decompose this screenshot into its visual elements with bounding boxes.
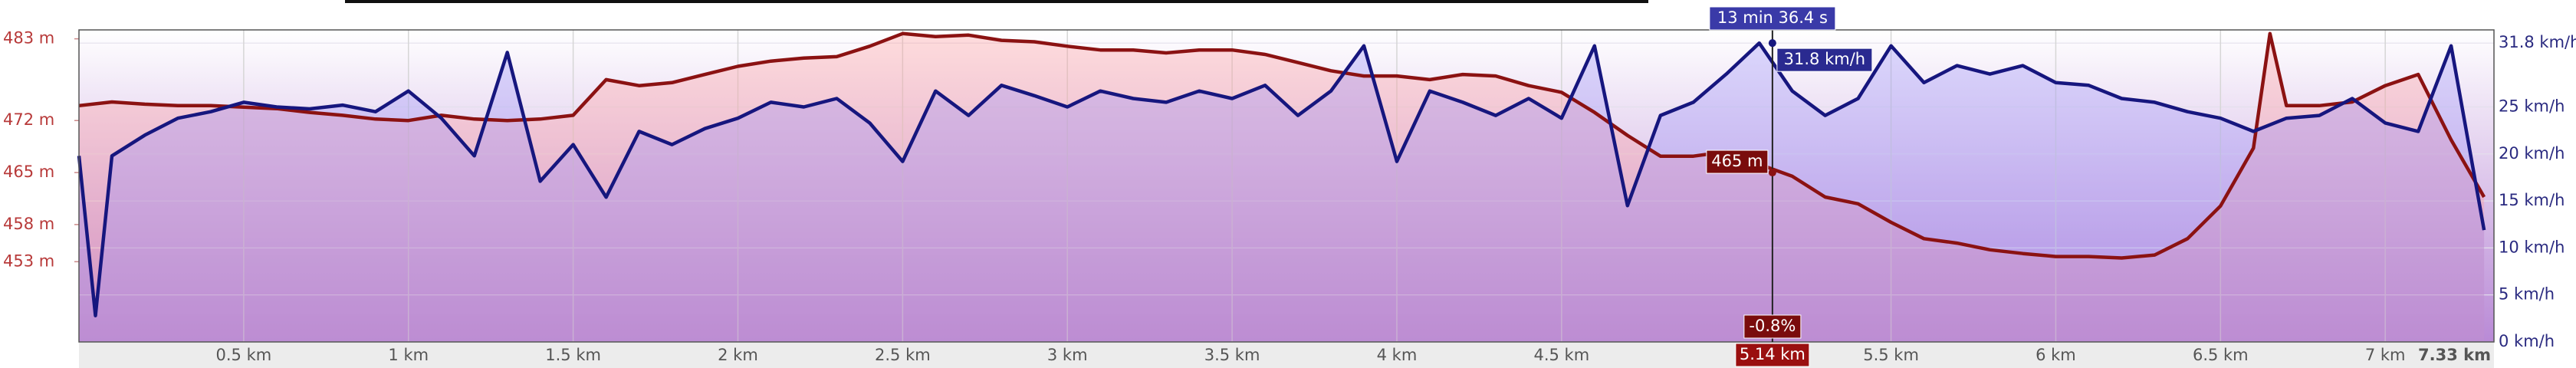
y-tick-label: 465 m	[3, 163, 54, 181]
cursor-x-box	[1735, 343, 1810, 367]
cursor-grade-box	[1743, 314, 1802, 339]
y-tick-label: 472 m	[3, 110, 54, 129]
x-tick-label: 7 km	[2365, 346, 2406, 364]
x-tick-label: 4 km	[1377, 346, 1418, 364]
x-tick-label: 2 km	[718, 346, 758, 364]
y2-tick-label: 5 km/h	[2499, 285, 2555, 304]
y2-tick-label: 10 km/h	[2499, 238, 2564, 256]
y-tick-label: 458 m	[3, 215, 54, 233]
y2-tick-label: 25 km/h	[2499, 97, 2564, 116]
x-tick-label: 4.5 km	[1533, 346, 1589, 364]
x-tick-label: 6 km	[2036, 346, 2076, 364]
cursor-grade: -0.8%	[1749, 317, 1796, 335]
cursor-x: 5.14 km	[1740, 345, 1806, 363]
cursor-speed-marker	[1768, 39, 1776, 48]
x-tick-label: 1 km	[388, 346, 429, 364]
x-axis-band	[79, 342, 2494, 368]
cursor-elevation: 465 m	[1711, 152, 1763, 170]
cursor-elevation-marker	[1768, 169, 1776, 177]
area	[79, 43, 2485, 342]
line	[77, 41, 2486, 317]
x-tick-label: 2.5 km	[875, 346, 931, 364]
cursor-speed-box	[1776, 48, 1873, 72]
cursor-time-box	[1709, 6, 1836, 31]
cursor-elevation-box	[1706, 150, 1769, 174]
y2-tick-label: 20 km/h	[2499, 144, 2564, 163]
x-tick-label: 5.5 km	[1863, 346, 1919, 364]
x-tick-label: 0.5 km	[216, 346, 272, 364]
y2-tick-label: 31.8 km/h	[2499, 33, 2576, 51]
plot-frame	[78, 29, 2495, 343]
x-tick-label: 7.33 km	[2418, 346, 2491, 364]
top-bar	[345, 0, 1648, 3]
y2-tick-label: 0 km/h	[2499, 332, 2555, 350]
plot-background	[79, 30, 2494, 342]
y-tick-label: 453 m	[3, 251, 54, 270]
x-tick-label: 3.5 km	[1204, 346, 1260, 364]
x-tick-label: 6.5 km	[2193, 346, 2249, 364]
area	[79, 33, 2485, 343]
y2-tick-label: 15 km/h	[2499, 191, 2564, 209]
x-tick-label: 1.5 km	[545, 346, 601, 364]
x-tick-label: 3 km	[1047, 346, 1088, 364]
cursor-time: 13 min 36.4 s	[1717, 8, 1828, 27]
cursor-speed: 31.8 km/h	[1784, 50, 1865, 68]
y-tick-label: 483 m	[3, 29, 54, 48]
